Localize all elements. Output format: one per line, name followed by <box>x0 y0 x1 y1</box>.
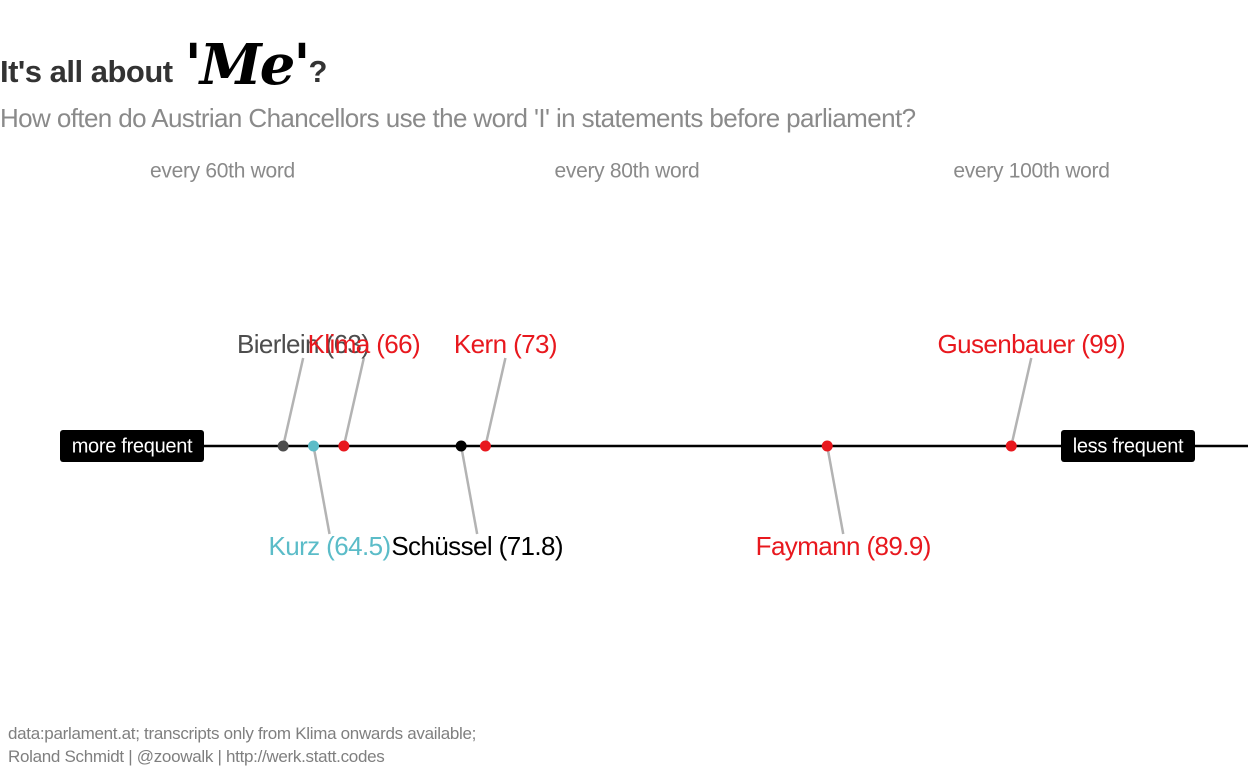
tick-label-100: every 100th word <box>953 160 1109 183</box>
axis-end-labels: more frequent less frequent <box>60 430 1195 462</box>
axis-end-label-text: more frequent <box>72 435 193 457</box>
connector-faymann <box>825 445 845 535</box>
point-label-klima: Klima (66) <box>308 329 420 359</box>
axis-end-label-box <box>60 430 204 462</box>
title-prefix: It's all about <box>0 54 173 89</box>
point-labels: Bierlein (63) Kurz (64.5) Klima (66) Schüss… <box>237 329 1126 561</box>
connector-gusenbauer <box>1010 357 1033 447</box>
caption-source: data:parlament.at; transcripts only from… <box>8 724 477 743</box>
data-point-bierlein <box>277 440 289 452</box>
data-points <box>277 440 1017 452</box>
connector-bierlein <box>281 357 305 447</box>
chart-plot: every 60th word every 80th word every 100t… <box>60 160 1248 561</box>
connector-klima <box>342 357 366 447</box>
title-suffix: ? <box>308 54 328 89</box>
data-point-faymann <box>821 440 833 452</box>
axis-end-label-left: more frequent <box>60 430 204 462</box>
axis-end-label-text: less frequent <box>1073 435 1184 457</box>
caption-author: Roland Schmidt | @zoowalk | http://werk.… <box>8 747 385 766</box>
data-point-schssel <box>455 440 467 452</box>
connector-kurz <box>312 445 331 535</box>
connector-kern <box>484 357 507 447</box>
point-label-kern: Kern (73) <box>454 329 557 359</box>
tick-label-60: every 60th word <box>150 160 295 183</box>
data-point-kurz <box>308 440 320 452</box>
label-connectors <box>281 357 1033 535</box>
point-label-kurz: Kurz (64.5) <box>269 531 391 561</box>
point-label-gusenbauer: Gusenbauer (99) <box>937 329 1125 359</box>
data-point-gusenbauer <box>1005 440 1017 452</box>
axis-end-label-box <box>1061 430 1195 462</box>
title-emphasis: 'Me' <box>184 32 311 98</box>
chart-caption: data:parlament.at; transcripts only from… <box>8 722 476 768</box>
connector-schssel <box>459 445 479 535</box>
axis-end-label-right: less frequent <box>1061 430 1195 462</box>
point-label-schssel: Schüssel (71.8) <box>391 531 563 561</box>
point-label-faymann: Faymann (89.9) <box>756 531 931 561</box>
chart-title: It's all about 'Me'? <box>0 30 328 98</box>
data-point-klima <box>338 440 350 452</box>
tick-label-80: every 80th word <box>555 160 700 183</box>
data-point-kern <box>479 440 491 452</box>
chart-subtitle: How often do Austrian Chancellors use th… <box>0 103 916 133</box>
tick-labels: every 60th word every 80th word every 100t… <box>150 160 1110 183</box>
point-label-bierlein: Bierlein (63) <box>237 329 369 359</box>
